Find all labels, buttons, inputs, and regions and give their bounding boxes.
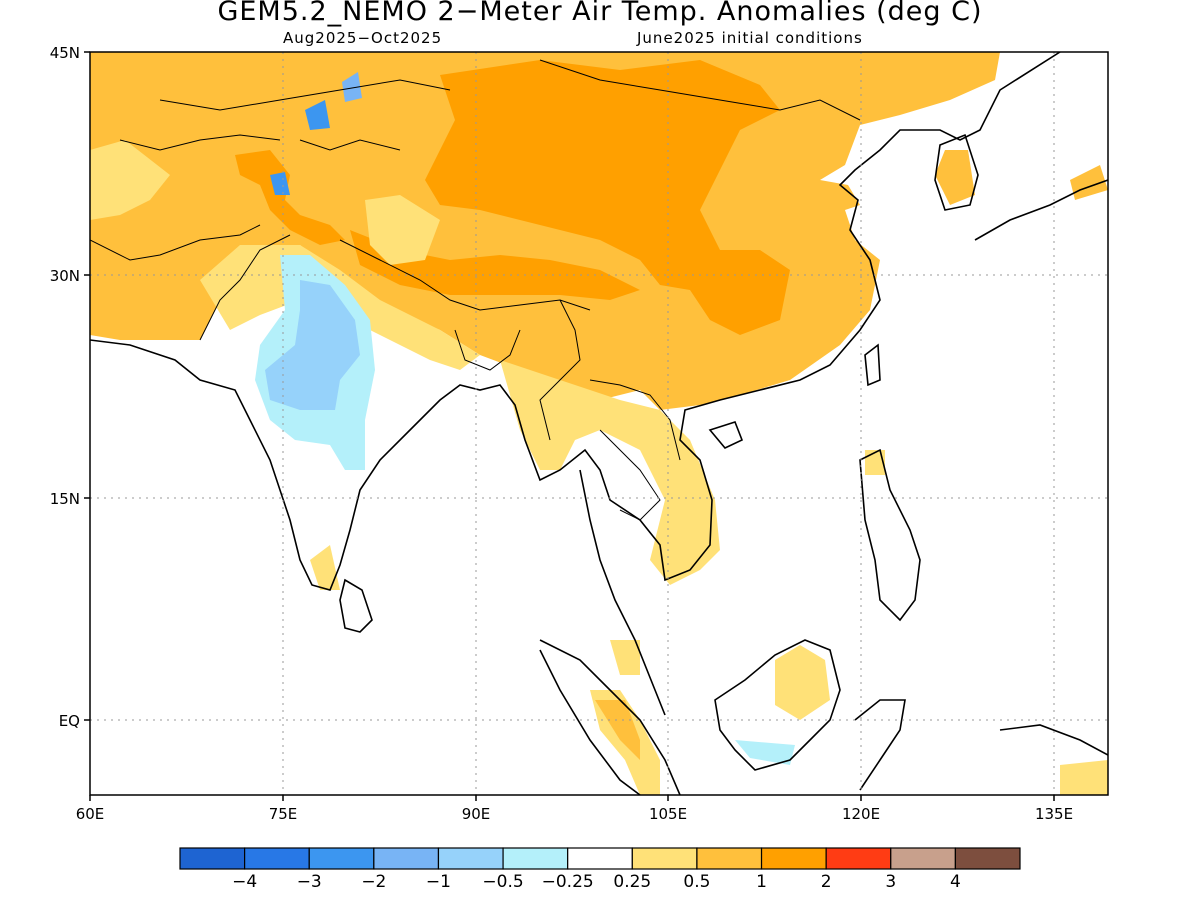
- coastline-borneo: [714, 639, 841, 771]
- colorbar-box: [825, 847, 892, 870]
- colorbar-box: [760, 847, 827, 870]
- lon-label-135e: 135E: [1035, 805, 1073, 823]
- coastline-malay-peninsula: [579, 469, 666, 716]
- anomaly-region-pale-yellow-indochina: [500, 360, 720, 585]
- plot-frame: [89, 51, 1109, 796]
- anomaly-region-orange-sumatra: [595, 700, 640, 760]
- colorbar-label: −4: [232, 872, 257, 892]
- anomaly-region-orange-pakistan: [235, 150, 345, 245]
- anomaly-fields: [90, 52, 1108, 795]
- anomaly-region-pale-yellow-srilanka: [310, 545, 340, 590]
- colorbar-label: −1: [426, 872, 451, 892]
- lat-label-45n: 45N: [50, 44, 80, 62]
- anomaly-region-pale-yellow-malaya: [610, 640, 640, 675]
- longitude-labels: 60E 75E 90E 105E 120E 135E: [76, 805, 1073, 823]
- lon-label-105e: 105E: [649, 805, 687, 823]
- colorbar-box: [890, 847, 956, 870]
- lat-label-30n: 30N: [50, 267, 80, 285]
- lat-label-eq: EQ: [59, 712, 80, 730]
- anomaly-region-pale-yellow-philippines: [865, 450, 885, 475]
- colorbar-box: [502, 847, 569, 870]
- coastline-sumatra-west: [539, 649, 641, 795]
- anomaly-region-pale-yellow-west: [90, 140, 170, 220]
- coastline-srilanka: [339, 578, 373, 633]
- anomaly-region-orange-tibet: [425, 60, 790, 335]
- coastline-newguinea: [999, 724, 1108, 756]
- coastline-taiwan: [864, 343, 881, 387]
- colorbar-box: [308, 847, 375, 870]
- country-borders: [90, 59, 861, 521]
- forecast-period: Aug2025−Oct2025: [283, 29, 443, 47]
- anomaly-region-light-blue-borneo: [735, 740, 795, 765]
- anomaly-region-sky-blue-india: [265, 280, 360, 410]
- lon-label-90e: 90E: [462, 805, 491, 823]
- anomaly-region-light-orange-korea: [935, 150, 975, 205]
- colorbar-label: −3: [297, 872, 322, 892]
- colorbar-label: 1: [756, 872, 767, 892]
- colorbar-box: [696, 847, 763, 870]
- coastline-japan: [974, 179, 1108, 241]
- anomaly-region-light-orange-japan: [1070, 165, 1108, 200]
- lat-label-15n: 15N: [50, 490, 80, 508]
- colorbar-box: [179, 847, 246, 870]
- colorbar-box: [567, 847, 633, 870]
- anomaly-region-pale-yellow-newguinea: [1060, 760, 1108, 795]
- colorbar-box: [437, 847, 504, 870]
- coastline-sulawesi: [854, 699, 906, 791]
- colorbar-box: [244, 847, 310, 870]
- coastline-hainan: [708, 421, 744, 449]
- colorbar-label: −2: [361, 872, 386, 892]
- coastline-sumatra: [539, 639, 681, 795]
- anomaly-region-blue-balkhash: [342, 72, 362, 102]
- colorbar-box: [954, 847, 1021, 870]
- coastline-philippines: [859, 448, 921, 622]
- coastlines: [90, 52, 1108, 795]
- latitude-labels: 45N 30N 15N EQ: [50, 44, 80, 730]
- graticule: [90, 52, 1108, 795]
- colorbar-label: 3: [885, 872, 896, 892]
- anomaly-region-blue-pamir: [270, 172, 290, 195]
- lon-label-120e: 120E: [842, 805, 880, 823]
- initial-conditions: June2025 initial conditions: [637, 29, 863, 47]
- coastline-korea: [934, 133, 979, 211]
- axis-ticks: [84, 51, 1055, 801]
- coastline-india: [90, 52, 1061, 591]
- colorbar: −4 −3 −2 −1 −0.5 −0.25 0.25 0.5 1 2 3 4: [179, 847, 1021, 892]
- map-title: GEM5.2_NEMO 2−Meter Air Temp. Anomalies …: [217, 0, 983, 27]
- anomaly-region-orange-himalaya: [350, 230, 640, 300]
- colorbar-label: −0.25: [542, 872, 594, 892]
- colorbar-label: −0.5: [482, 872, 523, 892]
- colorbar-label: 0.5: [683, 872, 710, 892]
- colorbar-label: 2: [821, 872, 832, 892]
- lon-label-60e: 60E: [76, 805, 105, 823]
- colorbar-box: [631, 847, 698, 870]
- anomaly-region-pale-yellow-borneo: [775, 645, 830, 720]
- lon-label-75e: 75E: [269, 805, 298, 823]
- colorbar-label: 4: [950, 872, 961, 892]
- anomaly-region-pale-yellow-tibet-plateau: [365, 195, 440, 265]
- colorbar-box: [373, 847, 440, 870]
- colorbar-label: 0.25: [613, 872, 651, 892]
- anomaly-region-blue-kyrgyzstan: [305, 100, 330, 130]
